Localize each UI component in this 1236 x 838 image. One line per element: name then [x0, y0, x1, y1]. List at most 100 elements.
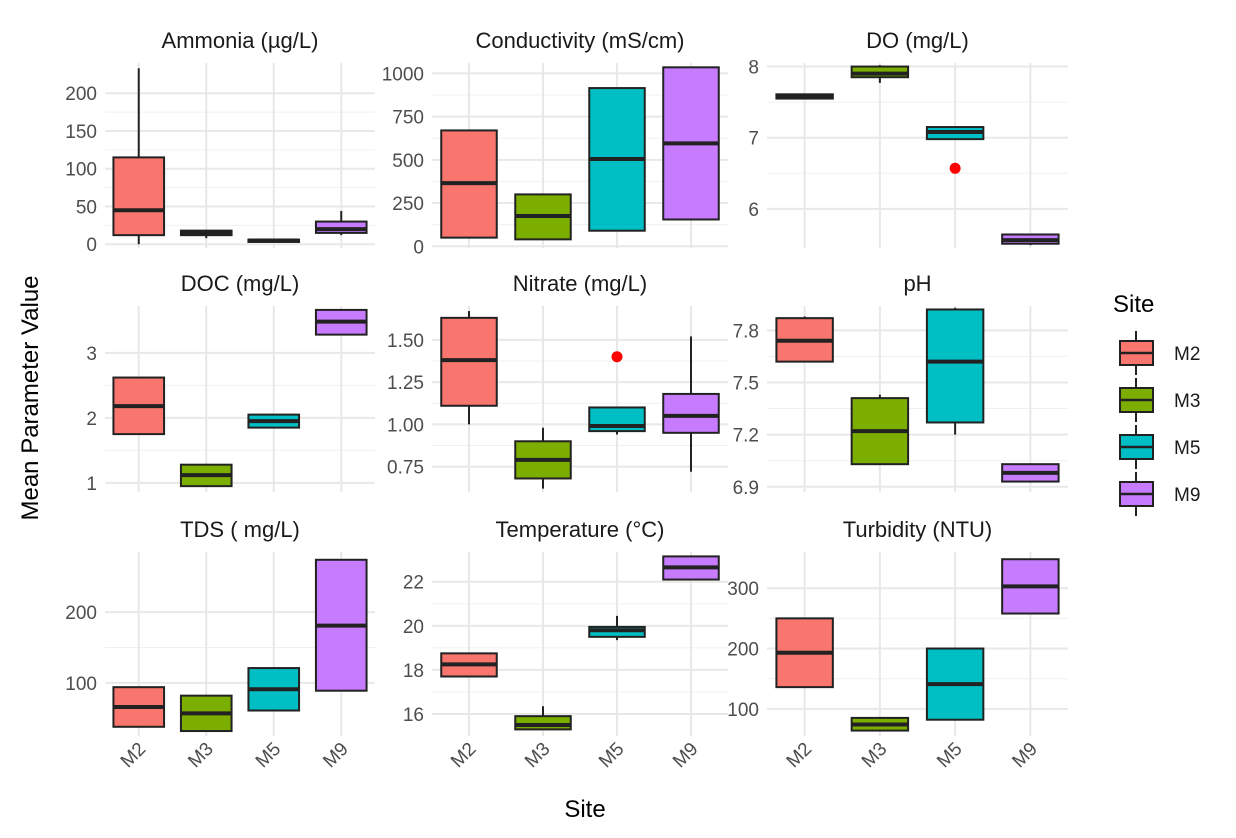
x-tick-label: M9	[1008, 739, 1042, 773]
box-M9	[1001, 463, 1060, 483]
y-tick-label: 300	[727, 579, 759, 600]
legend-label: M9	[1174, 485, 1200, 506]
x-tick-label: M9	[669, 739, 703, 773]
panel-1: 0 50 100 150 200 Ammonia (µg/L)	[65, 28, 375, 256]
box-M2	[775, 93, 834, 100]
legend-title: Site	[1113, 291, 1154, 318]
panel-title: TDS ( mg/L)	[180, 517, 300, 542]
y-tick-label: 1000	[382, 64, 424, 85]
box-M2	[112, 686, 166, 728]
box-M9	[1001, 558, 1060, 615]
box-M3	[514, 427, 572, 489]
legend-item-M3: M3	[1119, 378, 1200, 422]
x-tick-label: M9	[319, 739, 353, 773]
panel-3: 6 7 8 DO (mg/L)	[748, 28, 1068, 248]
outlier-point	[949, 162, 961, 174]
panel-2: 0 250 500 750 1000 Conductivity (mS/cm)	[382, 28, 728, 258]
x-tick-label: M2	[447, 739, 481, 773]
y-tick-label: 0	[413, 237, 424, 258]
box-M3	[179, 463, 233, 488]
legend: Site M2 M3 M5 M9	[1113, 291, 1200, 516]
legend-item-M5: M5	[1119, 425, 1200, 469]
legend-label: M2	[1174, 344, 1200, 365]
x-tick-label: M3	[858, 739, 892, 773]
box-M3	[514, 193, 572, 241]
y-tick-label: 1	[86, 474, 97, 495]
panel-7: 100 200 TDS ( mg/L) M2 M3 M5 M9	[65, 517, 375, 772]
y-tick-label: 100	[65, 674, 97, 695]
box-M3	[514, 706, 572, 731]
y-tick-label: 1.50	[387, 331, 424, 352]
box-M5	[588, 87, 646, 232]
box-M9	[1001, 233, 1060, 246]
legend-label: M5	[1174, 438, 1200, 459]
box-M2	[112, 376, 166, 436]
x-tick-label: M2	[783, 739, 817, 773]
y-tick-label: 16	[403, 705, 424, 726]
box-M5	[925, 126, 985, 141]
box-body	[112, 156, 166, 237]
y-tick-label: 18	[403, 661, 424, 682]
panel-title: Conductivity (mS/cm)	[475, 28, 684, 53]
box-M5	[588, 406, 646, 435]
panel-4: 1 2 3 DOC (mg/L)	[86, 271, 375, 495]
y-tick-label: 6	[748, 200, 759, 221]
y-tick-label: 200	[727, 640, 759, 661]
y-tick-label: 150	[65, 122, 97, 143]
panel-5: 0.75 1.00 1.25 1.50 Nitrate (mg/L)	[387, 271, 728, 492]
panel-title: DOC (mg/L)	[181, 271, 300, 296]
y-tick-label: 8	[748, 58, 759, 79]
y-tick-label: 100	[65, 160, 97, 181]
panel-title: Temperature (°C)	[496, 517, 665, 542]
panel-title: DO (mg/L)	[866, 28, 969, 53]
panel-8: 16 18 20 22 Temperature (°C) M2 M3 M5 M9	[403, 517, 728, 772]
y-tick-label: 100	[727, 700, 759, 721]
y-tick-label: 7.5	[733, 373, 759, 394]
y-tick-label: 7	[748, 129, 759, 150]
y-tick-label: 22	[403, 573, 424, 594]
box-body	[514, 715, 572, 731]
y-tick-label: 2	[86, 409, 97, 430]
box-M5	[925, 307, 985, 435]
box-M2	[775, 316, 834, 363]
y-tick-label: 7.8	[733, 321, 759, 342]
box-M5	[247, 667, 301, 712]
box-M3	[850, 65, 910, 83]
x-tick-label: M3	[521, 739, 555, 773]
y-tick-label: 250	[392, 194, 424, 215]
box-M5	[247, 413, 301, 429]
panel-9: 100 200 300 Turbidity (NTU) M2 M3 M5 M9	[727, 517, 1068, 772]
y-tick-label: 200	[65, 603, 97, 624]
box-M9	[662, 66, 720, 221]
box-M2	[440, 652, 498, 678]
x-tick-label: M5	[933, 739, 967, 773]
box-M3	[850, 394, 910, 466]
x-tick-label: M5	[252, 739, 286, 773]
box-M5	[925, 647, 985, 721]
panel-title: pH	[903, 271, 931, 296]
panel-6: 6.9 7.2 7.5 7.8 pH	[733, 271, 1068, 499]
x-tick-label: M5	[595, 739, 629, 773]
x-tick-label: M2	[117, 739, 151, 773]
box-M3	[179, 229, 233, 239]
x-axis-title: Site	[564, 796, 605, 823]
y-tick-label: 50	[76, 197, 97, 218]
box-M5	[247, 238, 301, 243]
outlier-point	[611, 351, 623, 363]
box-M2	[775, 617, 834, 689]
box-M2	[112, 68, 166, 245]
legend-item-M9: M9	[1119, 472, 1200, 516]
box-M9	[662, 336, 720, 472]
box-M5	[588, 615, 646, 641]
y-tick-label: 0.75	[387, 458, 424, 479]
box-M2	[440, 311, 498, 425]
legend-item-M2: M2	[1119, 331, 1200, 375]
box-body	[662, 392, 720, 434]
box-M9	[662, 555, 720, 581]
y-tick-label: 500	[392, 151, 424, 172]
y-tick-label: 7.2	[733, 426, 759, 447]
y-axis-title: Mean Parameter Value	[17, 275, 44, 520]
box-M9	[314, 211, 368, 236]
